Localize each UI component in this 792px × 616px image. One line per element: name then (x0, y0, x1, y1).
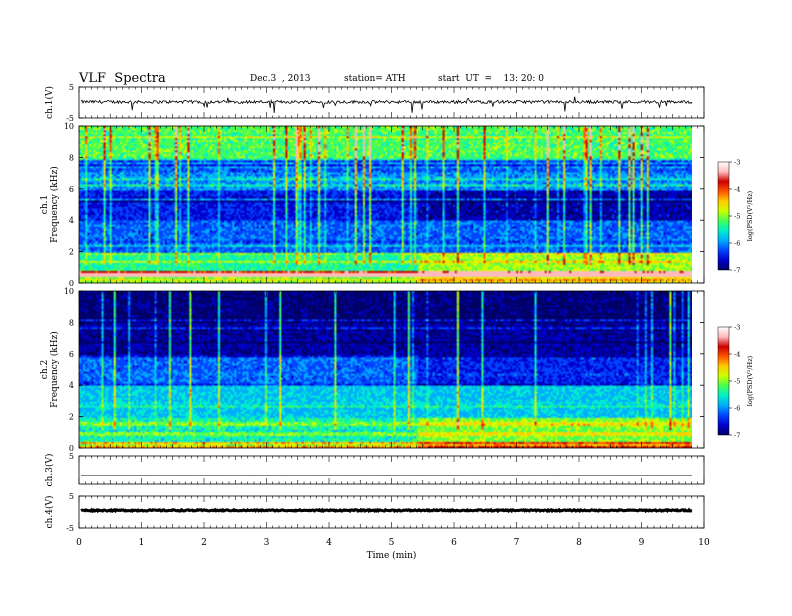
colorbar-tick-label: -4 (734, 186, 740, 194)
header-start-time: start UT = 13: 20: 0 (438, 74, 544, 84)
colorbar (718, 327, 729, 435)
x-tick-label: 8 (576, 538, 582, 548)
ylabel-ch.4(V): ch.4(V) (44, 496, 55, 529)
x-tick-label: 0 (76, 538, 82, 548)
colorbar-tick-label: -3 (734, 159, 740, 167)
spectrogram-image-ch1 (79, 126, 704, 283)
ylabel-frequency: Frequency (kHz) (49, 331, 60, 408)
y-tick-label: 6 (69, 185, 74, 194)
y-tick-label: 10 (64, 122, 74, 131)
colorbar-tick-label: -5 (734, 378, 740, 386)
y-tick-label: 8 (69, 318, 74, 327)
colorbar-tick-label: -7 (734, 267, 740, 275)
colorbar-tick-label: -3 (734, 324, 740, 332)
colorbar (718, 162, 729, 270)
y-tick-label: 4 (69, 381, 74, 390)
colorbar-tick-label: -7 (734, 432, 740, 440)
figure-title: VLF Spectra (79, 71, 166, 86)
header-station: station= ATH (344, 74, 406, 84)
spectrogram-blank-end (692, 291, 704, 448)
y-tick-label: 5 (69, 83, 74, 92)
x-tick-label: 6 (451, 538, 457, 548)
header-date: Dec.3 , 2013 (250, 74, 311, 84)
spectrogram-blank-end (692, 126, 704, 283)
y-tick-label: 5 (69, 492, 74, 501)
y-tick-label: 10 (64, 287, 74, 296)
ylabel-ch.3(V): ch.3(V) (44, 454, 55, 487)
y-tick-label: 2 (69, 248, 74, 257)
colorbar-tick-label: -4 (734, 351, 740, 359)
x-tick-label: 7 (514, 538, 520, 548)
x-axis-label: Time (min) (367, 550, 417, 561)
x-tick-label: 4 (326, 538, 332, 548)
y-tick-label: 5 (69, 452, 74, 461)
y-tick-label: 4 (69, 216, 74, 225)
x-tick-label: 10 (698, 538, 710, 548)
y-tick-label: 2 (69, 413, 74, 422)
spectrogram-image-ch2 (79, 291, 704, 448)
x-tick-label: 2 (201, 538, 207, 548)
ylabel-frequency: Frequency (kHz) (49, 166, 60, 243)
x-tick-label: 3 (264, 538, 270, 548)
y-tick-label: -5 (66, 524, 74, 533)
trace-ch4 (81, 510, 692, 511)
colorbar-label: log(PSD(V²/Hz) (746, 355, 754, 406)
y-tick-label: 6 (69, 350, 74, 359)
ylabel-channel: ch.1 (40, 195, 50, 214)
trace-ch1 (81, 97, 692, 113)
ylabel-channel: ch.2 (40, 360, 50, 379)
x-tick-label: 5 (389, 538, 395, 548)
x-tick-label: 9 (639, 538, 645, 548)
colorbar-label: log(PSD(V²/Hz) (746, 190, 754, 241)
ylabel-ch.1(V): ch.1(V) (44, 86, 55, 119)
x-tick-label: 1 (139, 538, 145, 548)
colorbar-tick-label: -6 (734, 240, 740, 248)
colorbar-tick-label: -6 (734, 405, 740, 413)
y-tick-label: 8 (69, 153, 74, 162)
colorbar-tick-label: -5 (734, 213, 740, 221)
